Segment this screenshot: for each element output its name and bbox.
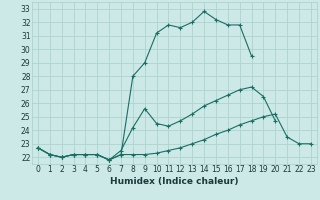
X-axis label: Humidex (Indice chaleur): Humidex (Indice chaleur) [110,177,239,186]
